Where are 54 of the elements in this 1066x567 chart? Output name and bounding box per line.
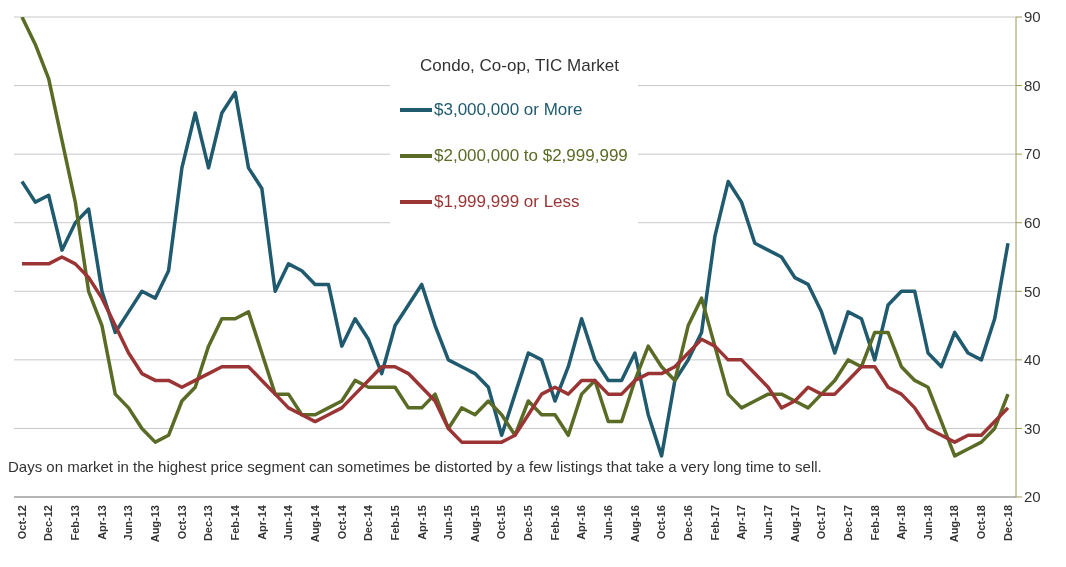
y-tick-label: 60 bbox=[1024, 214, 1041, 232]
x-tick-label: Dec-15 bbox=[522, 505, 535, 542]
y-tick-label: 90 bbox=[1024, 8, 1041, 26]
x-tick-label: Oct-14 bbox=[335, 504, 348, 540]
line-series bbox=[20, 17, 1010, 458]
x-tick-label: Feb-14 bbox=[229, 504, 241, 541]
x-tick-label: Feb-18 bbox=[868, 505, 881, 541]
legend-label: $3,000,000 or More bbox=[434, 100, 583, 120]
x-tick-label: Apr-16 bbox=[575, 505, 588, 540]
x-tick-label: Jun-14 bbox=[282, 504, 295, 541]
x-tick-label: Dec-17 bbox=[841, 505, 854, 542]
line-series bbox=[20, 90, 1010, 458]
x-tick-label: Jun-17 bbox=[761, 505, 774, 541]
x-tick-label: Dec-18 bbox=[1001, 505, 1014, 542]
legend-label: $1,999,999 or Less bbox=[434, 192, 580, 212]
x-tick-label: Oct-12 bbox=[15, 505, 28, 540]
x-tick-label: Aug-14 bbox=[308, 504, 321, 543]
x-tick-label: Oct-13 bbox=[175, 505, 188, 540]
x-tick-label: Feb-17 bbox=[708, 505, 721, 541]
x-tick-label: Apr-15 bbox=[415, 505, 428, 540]
x-tick-label: Dec-12 bbox=[42, 505, 55, 542]
x-tick-label: Dec-16 bbox=[682, 505, 695, 542]
x-tick-label: Dec-13 bbox=[202, 505, 215, 542]
y-tick-label: 80 bbox=[1024, 76, 1041, 94]
y-tick-label: 40 bbox=[1024, 351, 1041, 369]
x-tick-label: Apr-14 bbox=[255, 504, 268, 540]
x-tick-label: Oct-16 bbox=[655, 505, 668, 540]
x-tick-label: Aug-17 bbox=[788, 505, 801, 543]
x-tick-label: Aug-18 bbox=[948, 505, 961, 543]
x-tick-label: Feb-15 bbox=[388, 505, 401, 541]
legend-title: Condo, Co-op, TIC Market bbox=[420, 56, 621, 76]
x-tick-label: Dec-14 bbox=[362, 504, 375, 542]
x-tick-label: Jun-13 bbox=[122, 505, 135, 541]
x-tick-label: Apr-13 bbox=[95, 505, 108, 540]
x-tick-label: Feb-16 bbox=[548, 505, 561, 541]
y-tick-label: 20 bbox=[1024, 488, 1041, 506]
x-tick-label: Jun-15 bbox=[442, 505, 455, 541]
x-tick-label: Feb-13 bbox=[69, 505, 82, 541]
x-tick-label: Apr-17 bbox=[735, 505, 748, 540]
legend-label: $2,000,000 to $2,999,999 bbox=[434, 146, 628, 166]
x-tick-label: Oct-15 bbox=[495, 505, 508, 540]
x-tick-label: Oct-17 bbox=[815, 505, 828, 540]
x-tick-label: Jun-16 bbox=[602, 505, 615, 541]
x-tick-label: Oct-18 bbox=[975, 505, 988, 540]
x-tick-label: Aug-15 bbox=[468, 505, 481, 543]
x-tick-label: Apr-18 bbox=[895, 505, 908, 540]
x-tick-label: Aug-13 bbox=[149, 505, 162, 543]
line-series bbox=[20, 255, 1010, 444]
y-tick-label: 50 bbox=[1024, 282, 1041, 300]
y-tick-label: 70 bbox=[1024, 145, 1041, 163]
x-tick-label: Jun-18 bbox=[921, 505, 934, 541]
annotation: Days on market in the highest price segment can sometimes be distorted by a few listings that take a very long time to sell. bbox=[8, 458, 822, 475]
x-tick-label: Aug-16 bbox=[628, 505, 641, 543]
y-tick-label: 30 bbox=[1024, 419, 1041, 437]
